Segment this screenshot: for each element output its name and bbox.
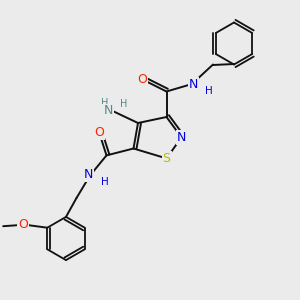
Text: O: O [138, 73, 147, 86]
Text: H: H [205, 86, 212, 97]
Text: O: O [94, 125, 104, 139]
Text: N: N [84, 167, 93, 181]
Text: H: H [101, 177, 109, 187]
Text: S: S [163, 152, 170, 165]
Text: H: H [101, 98, 109, 109]
Text: O: O [18, 218, 28, 231]
Text: N: N [177, 131, 186, 144]
Text: H: H [120, 99, 128, 109]
Text: N: N [189, 77, 198, 91]
Text: N: N [103, 104, 113, 118]
